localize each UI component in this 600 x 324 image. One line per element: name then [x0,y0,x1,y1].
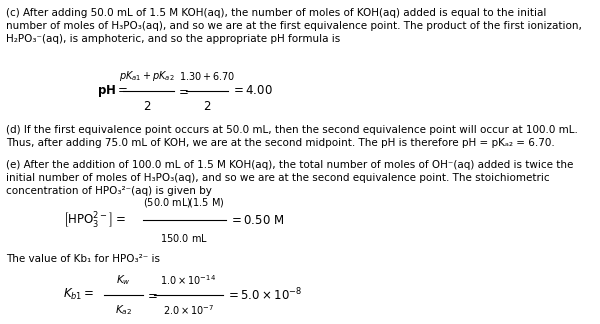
Text: $1.0 \times 10^{-14}$: $1.0 \times 10^{-14}$ [160,273,217,286]
Text: H₂PO₃⁻(aq), is amphoteric, and so the appropriate pH formula is: H₂PO₃⁻(aq), is amphoteric, and so the ap… [6,34,341,44]
Text: $150.0\ \mathrm{mL}$: $150.0\ \mathrm{mL}$ [160,232,208,244]
Text: $=$: $=$ [145,288,158,301]
Text: $=$: $=$ [176,84,189,97]
Text: $= 5.0 \times 10^{-8}$: $= 5.0 \times 10^{-8}$ [226,286,302,303]
Text: $\mathbf{pH} = $: $\mathbf{pH} = $ [97,83,128,99]
Text: $\left[\mathrm{HPO}_3^{2-}\right] = $: $\left[\mathrm{HPO}_3^{2-}\right] = $ [63,210,125,230]
Text: initial number of moles of H₃PO₃(aq), and so we are at the second equivalence po: initial number of moles of H₃PO₃(aq), an… [6,173,550,183]
Text: (d) If the first equivalence point occurs at 50.0 mL, then the second equivalenc: (d) If the first equivalence point occur… [6,125,578,135]
Text: $= 4.00$: $= 4.00$ [231,84,272,97]
Text: Thus, after adding 75.0 mL of KOH, we are at the second midpoint. The pH is ther: Thus, after adding 75.0 mL of KOH, we ar… [6,138,555,148]
Text: $2.0 \times 10^{-7}$: $2.0 \times 10^{-7}$ [163,303,214,317]
Text: The value of Κb₁ for HPO₃²⁻ is: The value of Κb₁ for HPO₃²⁻ is [6,254,160,264]
Text: $= 0.50\ \mathrm{M}$: $= 0.50\ \mathrm{M}$ [229,214,285,227]
Text: $2$: $2$ [203,100,211,113]
Text: $p\mathit{K}_{a1} + p\mathit{K}_{a2}$: $p\mathit{K}_{a1} + p\mathit{K}_{a2}$ [119,69,175,83]
Text: $\mathit{K}_{b1} = $: $\mathit{K}_{b1} = $ [63,287,94,302]
Text: $\left(50.0\ \mathrm{mL}\right)\!\left(1.5\ \mathrm{M}\right)$: $\left(50.0\ \mathrm{mL}\right)\!\left(1… [143,196,224,209]
Text: $1.30 + 6.70$: $1.30 + 6.70$ [179,70,235,82]
Text: (c) After adding 50.0 mL of 1.5 M KOH(aq), the number of moles of KOH(aq) added : (c) After adding 50.0 mL of 1.5 M KOH(aq… [6,8,547,18]
Text: $2$: $2$ [143,100,152,113]
Text: $\mathit{K}_w$: $\mathit{K}_w$ [116,273,131,286]
Text: number of moles of H₃PO₃(aq), and so we are at the first equivalence point. The : number of moles of H₃PO₃(aq), and so we … [6,21,582,31]
Text: $\mathit{K}_{a2}$: $\mathit{K}_{a2}$ [115,303,132,317]
Text: (e) After the addition of 100.0 mL of 1.5 M KOH(aq), the total number of moles o: (e) After the addition of 100.0 mL of 1.… [6,160,574,170]
Text: concentration of HPO₃²⁻(aq) is given by: concentration of HPO₃²⁻(aq) is given by [6,186,212,196]
